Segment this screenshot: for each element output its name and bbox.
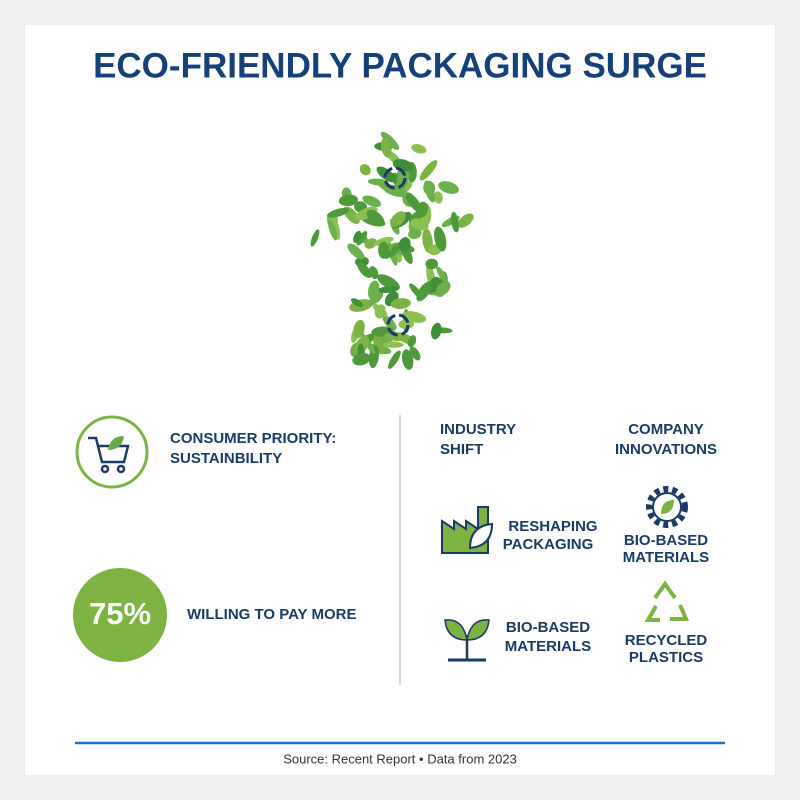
leaf	[350, 298, 363, 307]
plant-icon	[444, 619, 490, 662]
leaf	[436, 281, 451, 296]
leaf	[401, 349, 414, 370]
leaf	[367, 178, 389, 186]
column-heading: COMPANY	[628, 421, 704, 438]
leaf	[362, 195, 382, 207]
cart-icon-ring	[75, 415, 149, 489]
leaf	[424, 180, 436, 203]
item-label: MATERIALS	[623, 549, 709, 566]
leaf	[398, 237, 411, 252]
leaf-arrow	[310, 131, 474, 370]
recycle-badge	[383, 166, 407, 190]
leaf	[450, 211, 460, 233]
leaf	[347, 243, 365, 260]
item-label: PACKAGING	[503, 536, 594, 553]
leaf	[326, 207, 350, 218]
leaf	[366, 209, 385, 226]
leaf	[390, 211, 406, 228]
column-heading: INNOVATIONS	[615, 441, 717, 458]
leaf	[372, 303, 388, 317]
leaf	[398, 319, 414, 329]
leaf	[390, 298, 411, 309]
leaf	[327, 218, 338, 241]
item-label: RESHAPING	[508, 518, 597, 535]
gear-icon	[646, 486, 688, 528]
leaf	[408, 227, 422, 240]
leaf	[368, 292, 384, 306]
recycle-badge	[386, 313, 410, 337]
leaf	[436, 266, 448, 284]
item-label: BIO-BASED	[624, 532, 708, 549]
leaf	[380, 137, 392, 158]
item-label: RECYCLED	[625, 632, 708, 649]
leaf	[364, 238, 377, 249]
leaf	[310, 229, 320, 247]
leaf	[411, 144, 427, 154]
leaf	[356, 230, 368, 246]
leaf	[405, 192, 422, 213]
leaf	[352, 352, 371, 366]
leaf	[376, 286, 400, 294]
leaf	[409, 283, 424, 300]
leaf	[338, 194, 358, 207]
leaf	[434, 226, 447, 252]
cart-icon	[88, 436, 130, 474]
factory-icon	[441, 506, 494, 554]
leaf	[380, 131, 400, 150]
recycle-icon	[644, 580, 690, 622]
leaf	[438, 181, 459, 194]
leaf	[388, 350, 401, 369]
leaf	[357, 261, 372, 278]
priority-line: CONSUMER PRIORITY:	[170, 430, 336, 447]
leaf	[431, 322, 442, 340]
leaf-icon	[108, 436, 124, 450]
item-label: PLASTICS	[629, 649, 703, 666]
leaf	[368, 280, 380, 301]
leaf	[433, 191, 443, 204]
leaf	[419, 160, 438, 181]
item-label: BIO-BASED	[506, 619, 590, 636]
leaf	[382, 341, 404, 348]
footer-source: Source: Recent Report • Data from 2023	[283, 751, 517, 766]
leaf	[457, 213, 474, 228]
leaf	[353, 319, 365, 339]
priority-line: SUSTAINBILITY	[170, 450, 282, 467]
column-heading: INDUSTRY	[440, 421, 516, 438]
stat-circle	[73, 568, 167, 662]
leaf	[353, 230, 362, 243]
stat-label: WILLING TO PAY MORE	[187, 606, 356, 623]
leaf	[359, 164, 371, 176]
item-label: MATERIALS	[505, 638, 591, 655]
leaf	[410, 218, 429, 231]
leaf	[378, 241, 390, 259]
leaf	[425, 258, 439, 270]
column-heading: SHIFT	[440, 441, 483, 458]
leaf	[373, 236, 394, 246]
stat-value: 75%	[89, 596, 151, 631]
leaf	[409, 346, 421, 361]
title: ECO-FRIENDLY PACKAGING SURGE	[93, 46, 707, 85]
